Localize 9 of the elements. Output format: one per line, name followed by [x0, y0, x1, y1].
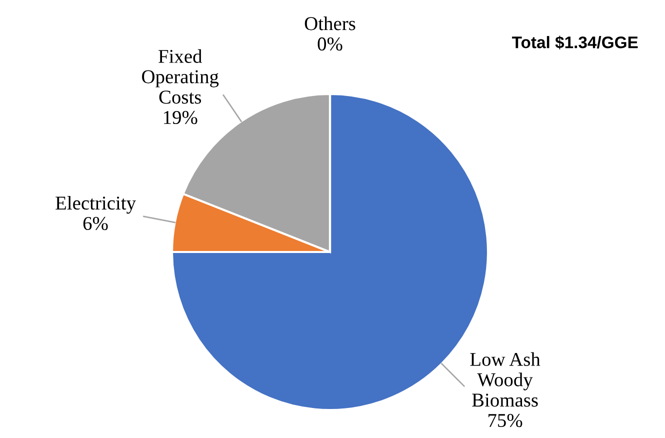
category-label: Others [304, 16, 356, 30]
slice-label: Low Ash Woody Biomass [470, 352, 540, 407]
data-label: 75% [488, 414, 522, 428]
data-label: 6% [83, 216, 108, 230]
text: 0% [318, 37, 342, 51]
data-label: 19% [164, 110, 198, 124]
slice-label: Fixed Operating Costs [142, 49, 219, 104]
slice-label: Electricity [56, 196, 136, 214]
text: Total $1.34/GGE [512, 36, 638, 50]
